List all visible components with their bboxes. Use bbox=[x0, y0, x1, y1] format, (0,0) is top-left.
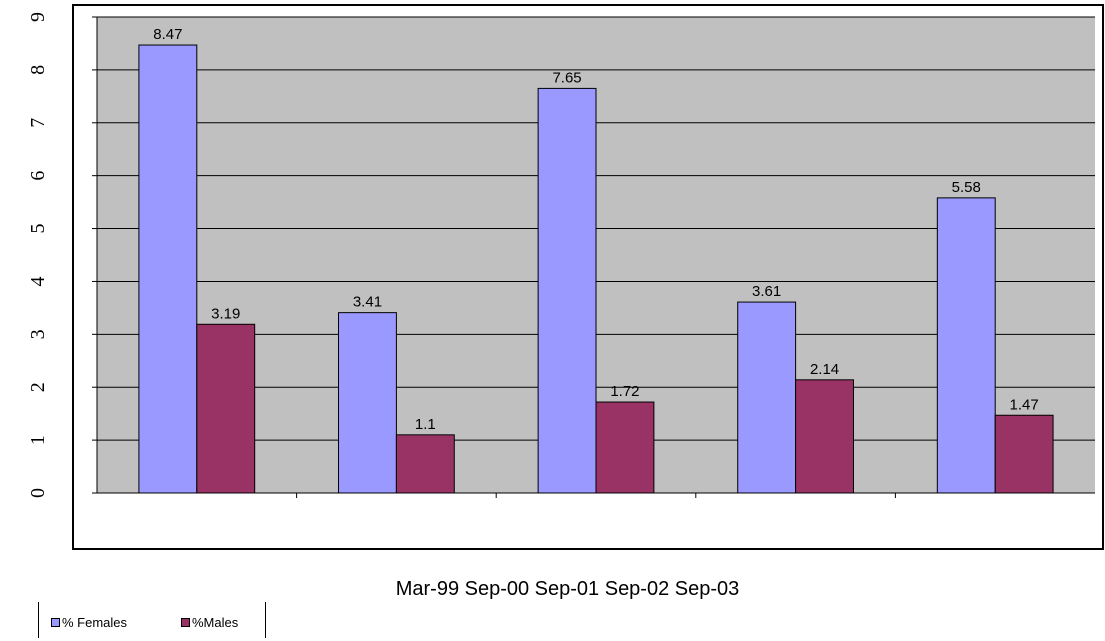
data-label-males-sep-03: 1.47 bbox=[1010, 396, 1039, 413]
y-tick-label-5: 5 bbox=[27, 224, 49, 234]
data-label-females-sep-03: 5.58 bbox=[952, 179, 981, 196]
y-tick-label-1: 1 bbox=[27, 435, 49, 445]
axes bbox=[92, 16, 1095, 498]
y-tick-label-0: 0 bbox=[27, 488, 49, 498]
legend-swatch-males bbox=[181, 618, 190, 627]
bar-females-sep-01 bbox=[537, 87, 597, 494]
y-tick-label-4: 4 bbox=[27, 276, 49, 286]
bars bbox=[138, 44, 1054, 494]
legend-label-females: % Females bbox=[62, 615, 128, 630]
data-label-males-sep-01: 1.72 bbox=[610, 383, 639, 400]
data-label-females-mar-99: 8.47 bbox=[153, 26, 182, 43]
y-tick-labels: 0 1 2 3 4 5 6 7 8 9 bbox=[27, 12, 49, 498]
bar-males-sep-03 bbox=[994, 414, 1054, 494]
bar-males-sep-00 bbox=[395, 434, 455, 494]
data-label-males-sep-00: 1.1 bbox=[415, 416, 436, 433]
bar-males-sep-02 bbox=[795, 379, 854, 494]
bar-males-sep-01 bbox=[595, 401, 655, 494]
y-tick-label-9: 9 bbox=[27, 12, 49, 22]
y-tick-label-7: 7 bbox=[27, 118, 49, 128]
data-label-males-sep-02: 2.14 bbox=[810, 361, 839, 378]
legend-item-females: % Females bbox=[51, 615, 127, 630]
y-tick-label-6: 6 bbox=[27, 171, 49, 181]
legend: % Females %Males bbox=[38, 602, 266, 638]
bar-females-sep-00 bbox=[338, 312, 397, 494]
legend-swatch-females bbox=[51, 618, 60, 627]
data-label-females-sep-00: 3.41 bbox=[353, 294, 382, 311]
data-label-females-sep-01: 7.65 bbox=[552, 69, 581, 86]
bar-chart: 8.473.193.411.17.651.723.612.145.581.47 … bbox=[27, 4, 1104, 550]
data-labels: 8.47 3.19 3.41 1.1 7.65 1.72 3.61 2.14 5.58 1.47 bbox=[153, 26, 1038, 433]
y-tick-label-2: 2 bbox=[27, 382, 49, 392]
legend-label-males: %Males bbox=[192, 615, 239, 630]
data-label-males-mar-99: 3.19 bbox=[211, 305, 240, 322]
y-tick-label-3: 3 bbox=[27, 329, 49, 339]
data-label-females-sep-02: 3.61 bbox=[752, 283, 781, 300]
bar-females-sep-03 bbox=[936, 197, 996, 494]
bar-females-sep-02 bbox=[737, 301, 797, 494]
legend-item-males: %Males bbox=[181, 615, 238, 630]
x-category-labels: Mar-99 Sep-00 Sep-01 Sep-02 Sep-03 bbox=[395, 578, 740, 600]
y-tick-label-8: 8 bbox=[27, 65, 49, 75]
bar-males-mar-99 bbox=[196, 323, 256, 494]
bar-females-mar-99 bbox=[138, 44, 198, 494]
